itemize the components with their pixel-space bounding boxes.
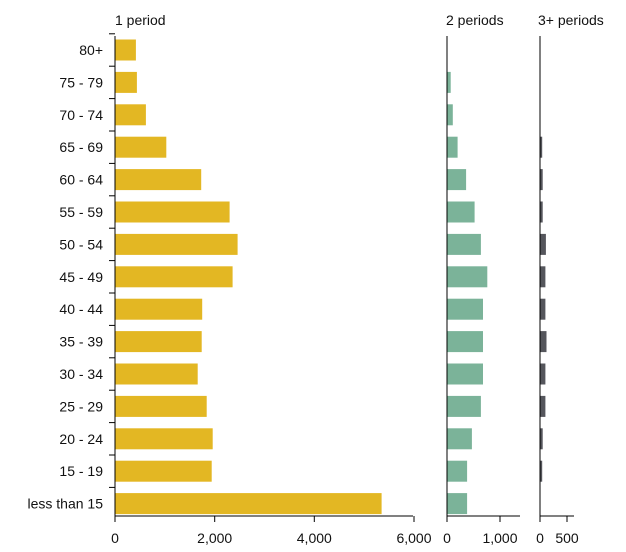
bar (115, 395, 207, 417)
category-label: 30 - 34 (59, 366, 103, 382)
panel-2-bars (447, 71, 488, 515)
bar (447, 395, 481, 417)
x-tick-label: 0 (111, 530, 119, 546)
category-labels: 80+ 75 - 79 70 - 74 65 - 69 60 - 64 55 - 59 50… (28, 42, 104, 512)
category-label: less than 15 (28, 496, 104, 512)
category-label: 75 - 79 (59, 74, 103, 90)
panel-3-periods: 3+ periods 0 500 (536, 12, 604, 546)
category-label: 45 - 49 (59, 269, 103, 285)
bar (447, 169, 467, 191)
category-label: 65 - 69 (59, 139, 103, 155)
category-label: 15 - 19 (59, 463, 103, 479)
bar (540, 395, 546, 417)
bar (115, 331, 202, 353)
bar (447, 363, 483, 385)
bar (540, 136, 543, 158)
bar (115, 266, 233, 288)
bar (115, 169, 202, 191)
x-tick-label: 500 (555, 530, 579, 546)
panel-1-title: 1 period (115, 12, 166, 28)
category-label: 55 - 59 (59, 204, 103, 220)
x-tick-label: 2,000 (197, 530, 232, 546)
panel-1-period: 1 period 0 2,000 4,000 6,000 (109, 12, 432, 546)
bar (540, 201, 543, 223)
x-tick-label: 4,000 (297, 530, 332, 546)
bar (115, 493, 382, 515)
bar (540, 363, 546, 385)
bar (115, 71, 137, 93)
category-label: 80+ (79, 42, 103, 58)
bar (540, 169, 543, 191)
x-tick-label: 0 (443, 530, 451, 546)
bar (540, 460, 543, 482)
bar (115, 39, 136, 61)
category-label: 40 - 44 (59, 301, 103, 317)
bar (115, 460, 212, 482)
category-label: 50 - 54 (59, 236, 103, 252)
category-label: 70 - 74 (59, 107, 103, 123)
x-tick-label: 0 (536, 530, 544, 546)
bar (447, 104, 453, 126)
bar (115, 233, 238, 255)
bar (540, 428, 543, 450)
bar (540, 266, 546, 288)
panel-2-ticks: 0 1,000 (443, 516, 518, 546)
bar (115, 428, 213, 450)
bar (447, 298, 483, 320)
bar (447, 233, 481, 255)
bar (447, 266, 488, 288)
panel-2-title: 2 periods (446, 12, 504, 28)
bar (447, 71, 451, 93)
bar (540, 331, 547, 353)
bar (447, 201, 475, 223)
category-label: 35 - 39 (59, 334, 103, 350)
panel-1-bars (109, 33, 382, 515)
x-tick-label: 6,000 (396, 530, 431, 546)
bar (447, 331, 483, 353)
bar (115, 298, 203, 320)
category-label: 20 - 24 (59, 431, 103, 447)
bar (115, 104, 146, 126)
category-label: 60 - 64 (59, 172, 103, 188)
x-tick-label: 1,000 (482, 530, 517, 546)
category-label: 25 - 29 (59, 398, 103, 414)
panel-3-ticks: 0 500 (536, 516, 579, 546)
panel-1-ticks: 0 2,000 4,000 6,000 (111, 516, 432, 546)
bar (115, 201, 230, 223)
panel-3-title: 3+ periods (538, 12, 604, 28)
bar (540, 233, 546, 255)
panel-3-bars (540, 136, 547, 482)
bar (447, 493, 468, 515)
bar (540, 298, 546, 320)
bar (115, 136, 167, 158)
bar (115, 363, 198, 385)
bar (447, 460, 468, 482)
bar (447, 428, 472, 450)
bar (447, 136, 458, 158)
panel-2-periods: 2 periods 0 1,000 (443, 12, 520, 546)
